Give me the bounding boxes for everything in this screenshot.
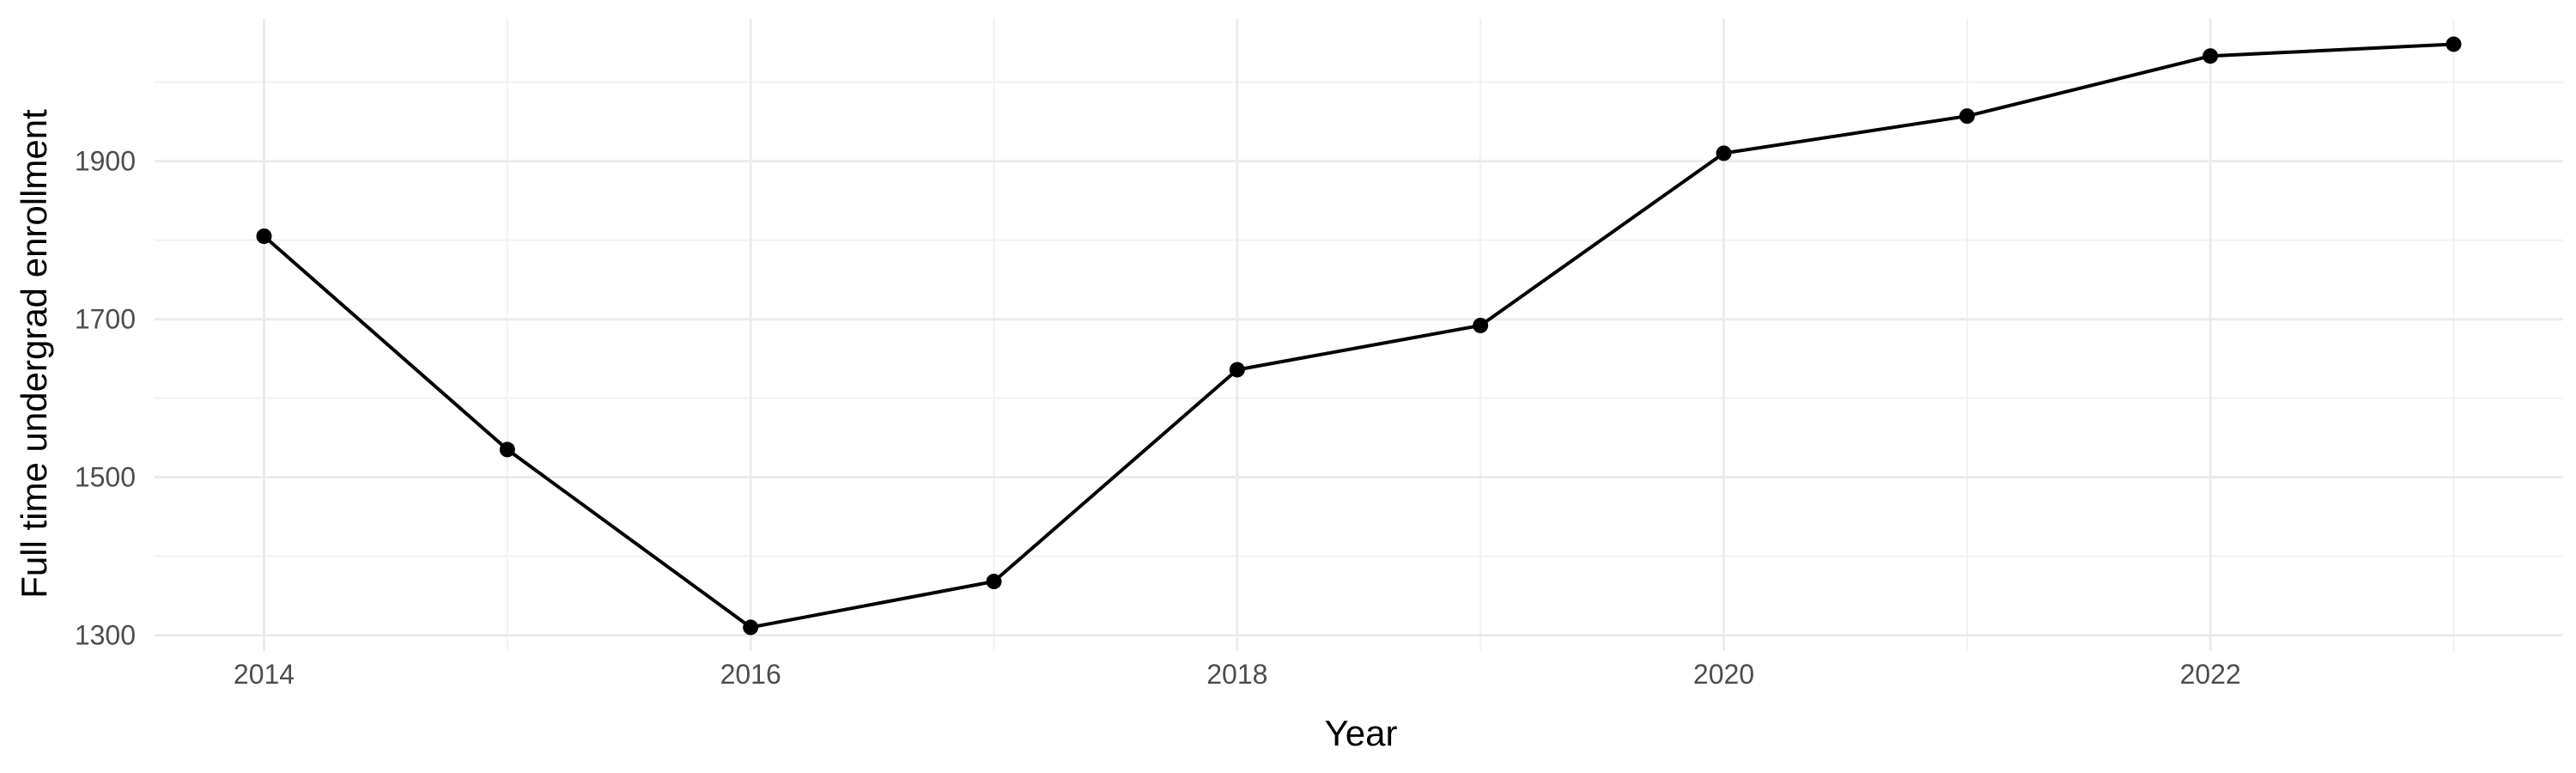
x-tick-label: 2020 [1693,659,1754,690]
y-tick-label: 1300 [75,620,136,651]
x-tick-label: 2022 [2180,659,2241,690]
data-point [499,441,515,458]
x-tick-label: 2018 [1206,659,1267,690]
data-point [986,574,1002,590]
data-point [1959,108,1975,125]
x-tick-label: 2014 [234,659,295,690]
y-axis-title: Full time undergrad enrollment [14,109,54,599]
data-point [1229,362,1245,378]
data-point [743,619,759,636]
data-point [1473,317,1489,333]
data-point [256,228,272,244]
grid [155,19,2563,651]
data-point [2202,48,2219,64]
y-tick-label: 1500 [75,462,136,493]
data-point [2445,36,2462,52]
series-line [262,42,2456,630]
x-tick-label: 2016 [720,659,781,690]
x-axis-title: Year [1325,713,1398,753]
series-layer [256,36,2462,636]
y-tick-label: 1900 [75,146,136,177]
data-point [1716,145,1732,161]
y-tick-label: 1700 [75,304,136,335]
y-axis-ticks: 1300 1500 1700 1900 [75,146,136,651]
x-axis-ticks: 2014 2016 2018 2020 2022 [234,659,2241,690]
